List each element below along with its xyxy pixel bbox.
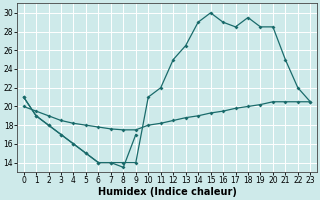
X-axis label: Humidex (Indice chaleur): Humidex (Indice chaleur) [98, 187, 236, 197]
